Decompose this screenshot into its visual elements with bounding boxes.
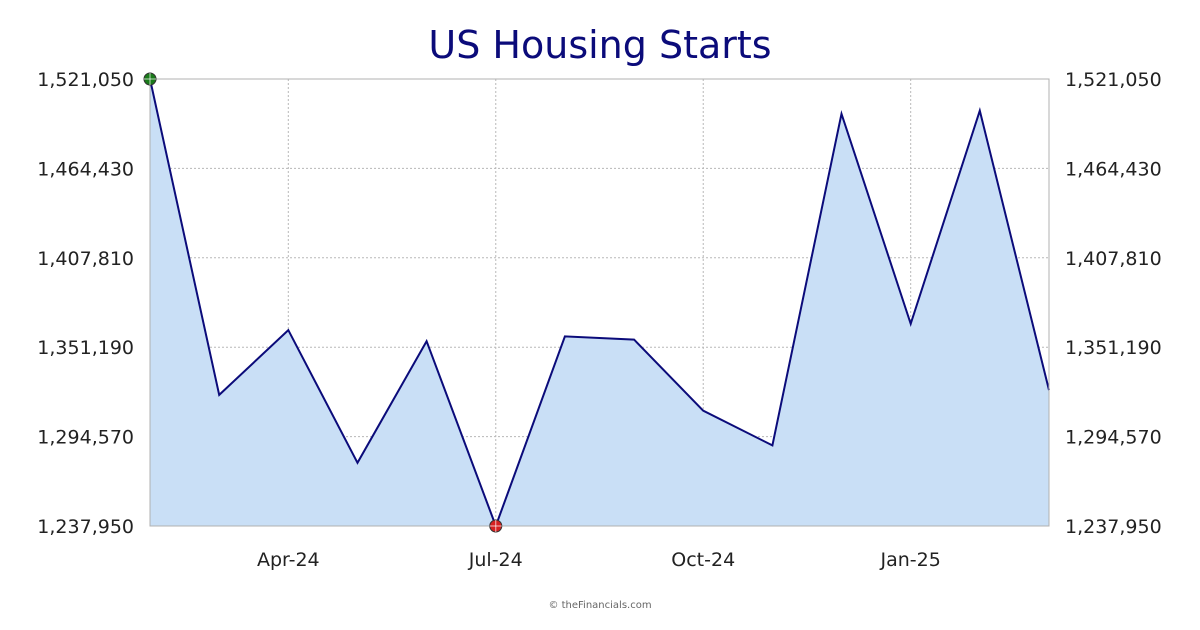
marker-layer xyxy=(143,72,503,533)
series-line xyxy=(149,78,1050,529)
y-tick-label-right: 1,294,570 xyxy=(1065,427,1162,449)
x-axis-labels: Apr-24 Jul-24 Oct-24 Jan-25 xyxy=(257,549,941,571)
y-tick-label-right: 1,237,950 xyxy=(1065,516,1162,538)
y-tick-label-right: 1,521,050 xyxy=(1065,69,1162,91)
y-tick-label-right: 1,407,810 xyxy=(1065,248,1162,270)
y-tick-label-right: 1,464,430 xyxy=(1065,158,1162,180)
x-tick-label: Jul-24 xyxy=(468,549,523,571)
plot-frame xyxy=(149,78,1050,527)
y-tick-label-left: 1,407,810 xyxy=(37,248,134,270)
y-axis-labels: 1,237,950 1,237,950 1,294,570 1,294,570 1,35… xyxy=(37,69,1161,538)
y-tick-label-left: 1,351,190 xyxy=(37,337,134,359)
y-tick-label-left: 1,237,950 xyxy=(37,516,134,538)
x-tick-label: Oct-24 xyxy=(671,549,735,571)
area-fill xyxy=(150,79,1049,526)
chart-title: US Housing Starts xyxy=(428,23,771,67)
y-tick-label-left: 1,294,570 xyxy=(37,427,134,449)
x-tick-label: Jan-25 xyxy=(880,549,941,571)
x-tick-label: Apr-24 xyxy=(257,549,320,571)
y-tick-label-right: 1,351,190 xyxy=(1065,337,1162,359)
y-tick-label-left: 1,521,050 xyxy=(37,69,134,91)
y-tick-label-left: 1,464,430 xyxy=(37,158,134,180)
credit-text: © theFinancials.com xyxy=(548,600,651,611)
